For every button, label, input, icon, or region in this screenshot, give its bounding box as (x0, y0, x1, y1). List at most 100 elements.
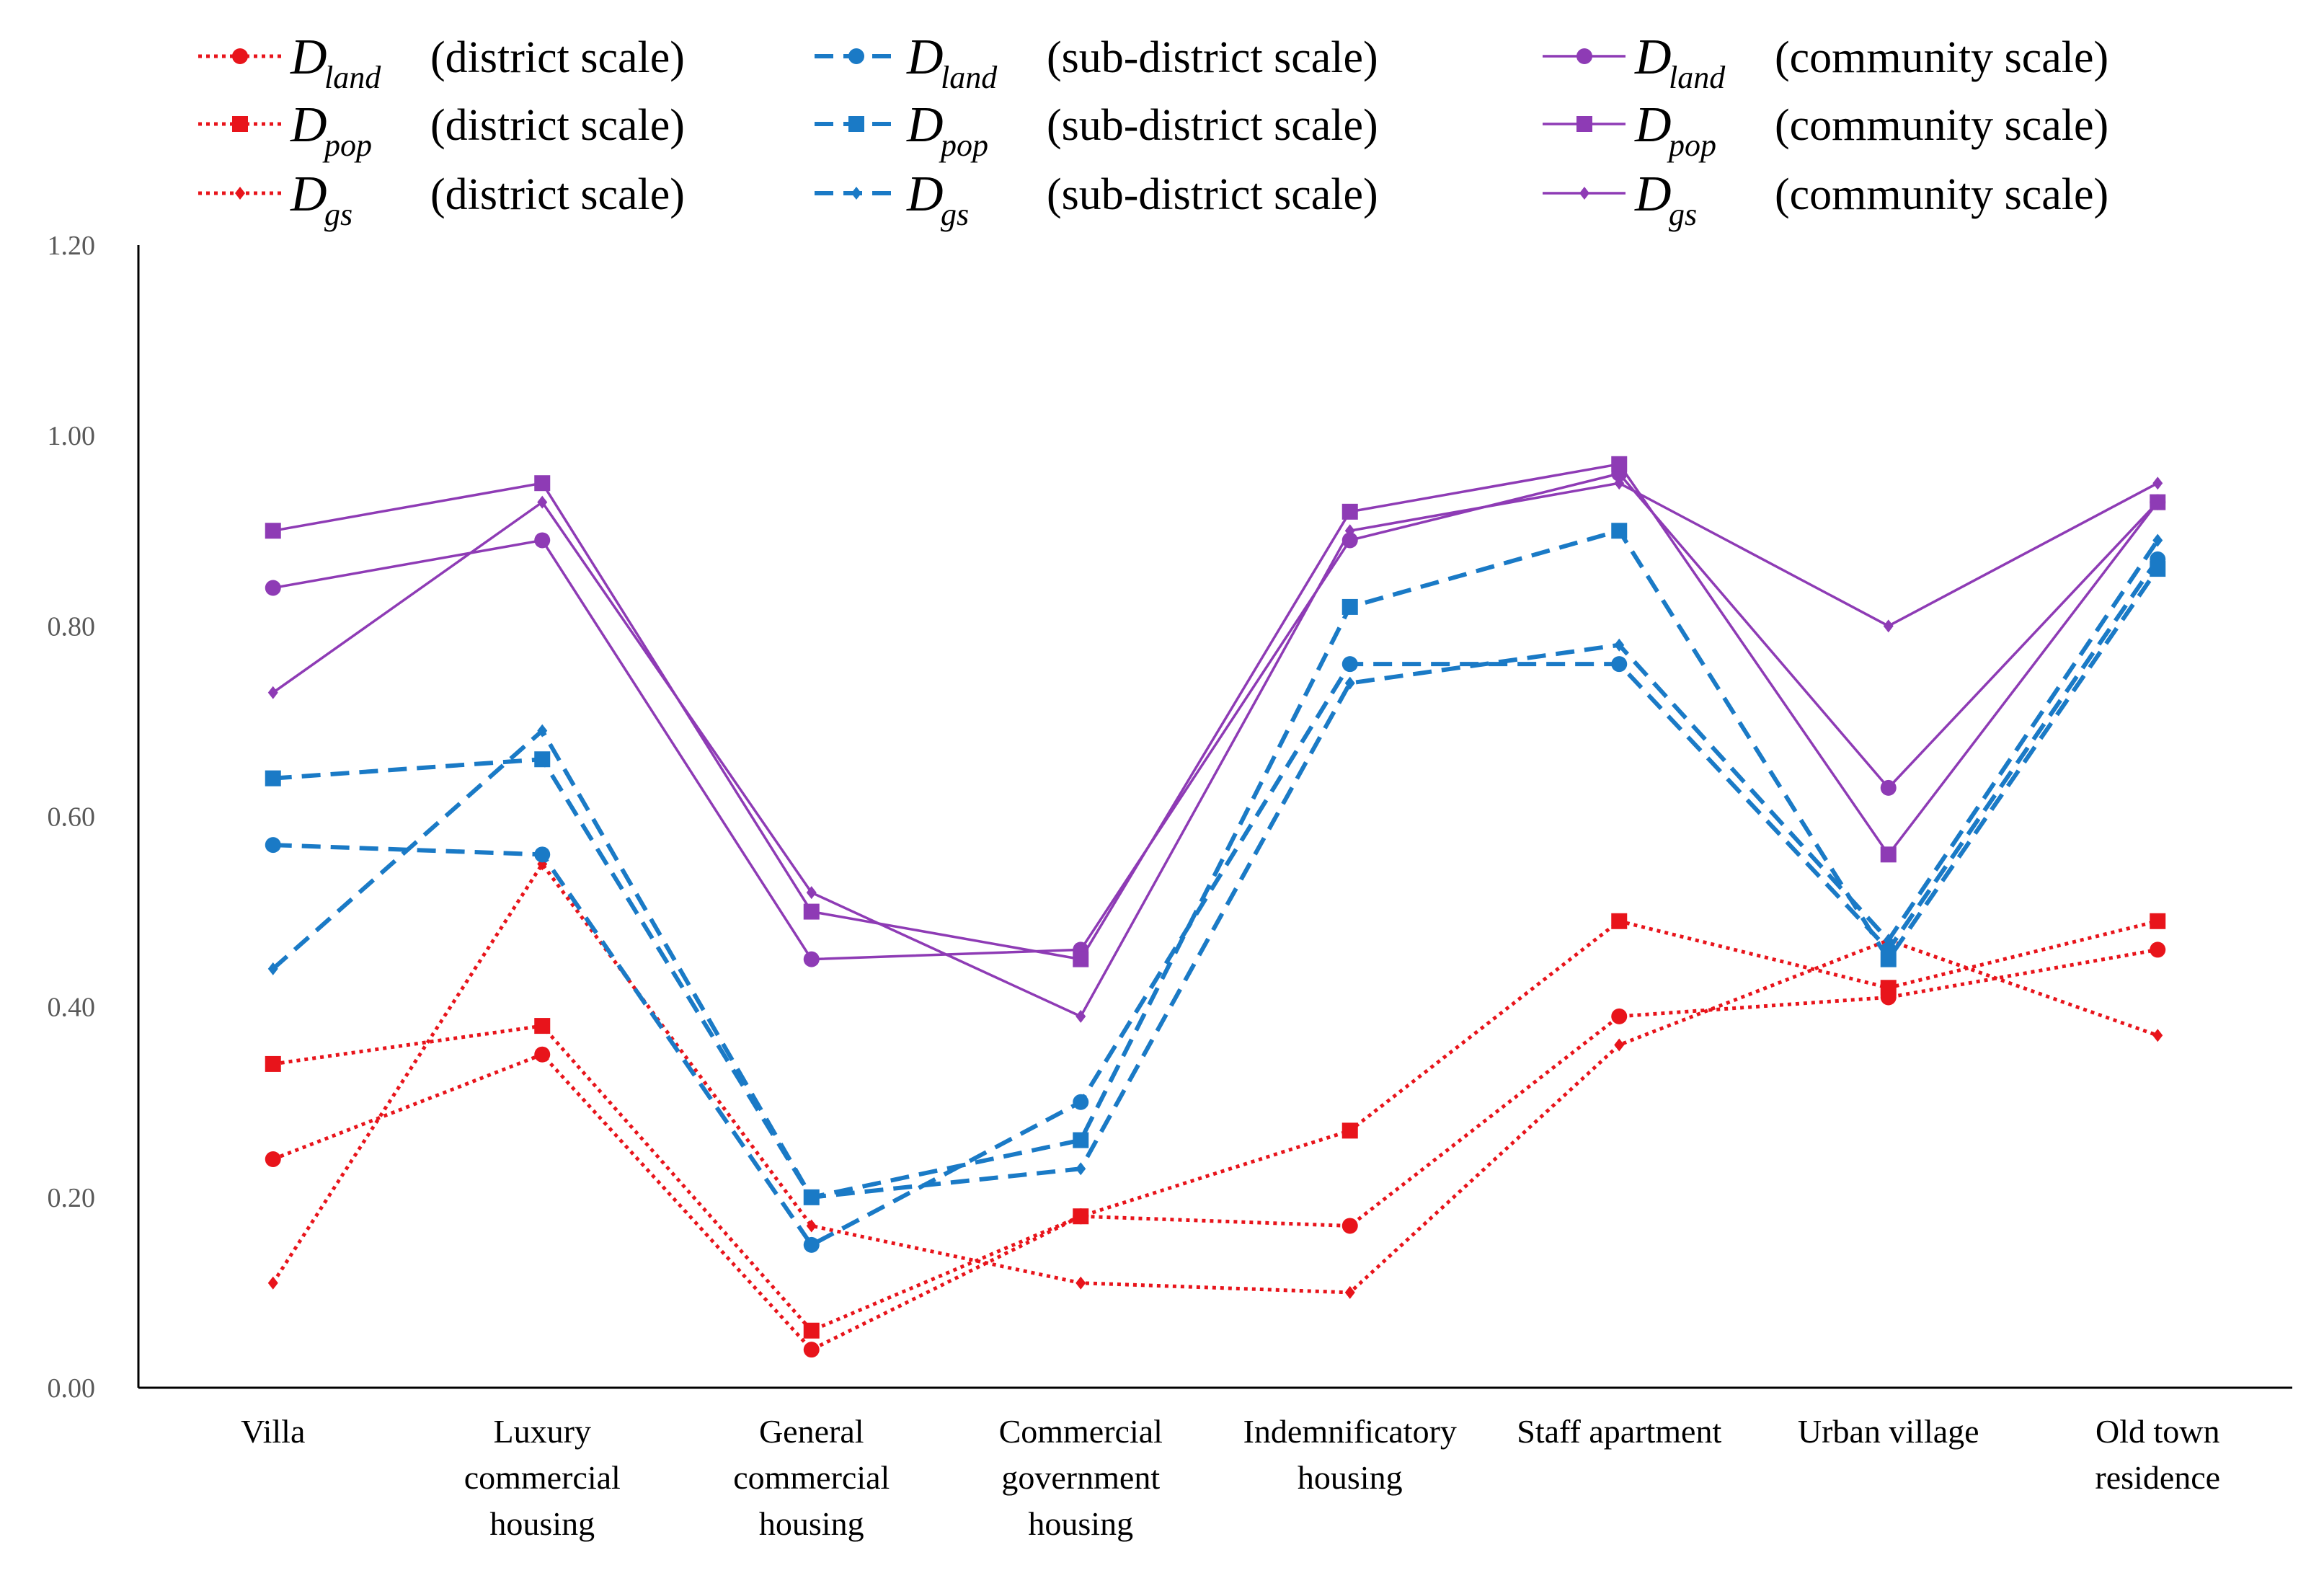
x-tick-label: Commercial government housing (999, 1413, 1163, 1542)
data-point (1075, 1162, 1086, 1176)
data-point (1341, 598, 1358, 615)
legend-variable: D (906, 167, 944, 222)
legend-subscript: gs (324, 197, 352, 232)
legend-subscript: pop (1667, 128, 1716, 163)
series-line (272, 947, 2158, 1352)
data-point (267, 686, 278, 699)
data-point (1073, 1208, 1089, 1225)
legend-marker (232, 48, 248, 64)
data-point (265, 770, 281, 786)
legend-subscript: land (1669, 60, 1726, 95)
x-tick-label: General commercial housing (733, 1413, 890, 1542)
data-point (537, 724, 548, 737)
legend-scale-label: (district scale) (430, 33, 685, 82)
data-point (2152, 477, 2163, 490)
legend-scale-label: (sub-district scale) (1047, 33, 1378, 82)
legend-marker (232, 116, 248, 132)
data-point (1883, 934, 1894, 947)
legend-variable: D (1634, 167, 1672, 222)
x-tick-label: Villa (241, 1413, 305, 1450)
data-point (1344, 1285, 1355, 1299)
legend-subscript: gs (941, 197, 969, 232)
y-tick-label: 1.00 (48, 421, 96, 451)
data-point (267, 962, 278, 975)
legend-subscript: land (941, 60, 998, 95)
series-line (271, 539, 2160, 1200)
data-point (1341, 1218, 1358, 1234)
data-point (1611, 913, 1628, 929)
data-point (2152, 1029, 2163, 1042)
data-point (806, 1219, 817, 1233)
data-point (2150, 494, 2166, 510)
legend-marker (235, 187, 245, 200)
x-tick-label: Urban village (1798, 1413, 1979, 1450)
series-line (271, 862, 2159, 1295)
y-tick-label: 0.60 (48, 802, 96, 833)
data-point (1614, 477, 1625, 490)
series-line (272, 528, 2160, 1200)
data-point (534, 1018, 551, 1034)
y-tick-label: 0.20 (48, 1183, 96, 1213)
legend-variable: D (290, 30, 327, 85)
legend-item: Dgs (community scale) (1543, 167, 2108, 232)
series-line (272, 472, 2159, 961)
data-point (1880, 951, 1897, 967)
legend-marker (1576, 116, 1592, 132)
data-point (803, 1322, 820, 1339)
data-point (1073, 951, 1089, 967)
legend-variable: D (290, 167, 327, 222)
series-land-dotted (265, 941, 2166, 1358)
legend-variable: D (906, 30, 944, 85)
data-point (1341, 1122, 1358, 1139)
data-point (1614, 638, 1625, 652)
data-point (1073, 1094, 1089, 1110)
legend-scale-label: (sub-district scale) (1047, 101, 1378, 150)
data-point (803, 951, 820, 967)
data-point (1344, 676, 1355, 690)
data-point (1880, 846, 1897, 863)
data-point (265, 1055, 281, 1072)
legend-item: Dgs (sub-district scale) (815, 167, 1378, 232)
data-point (265, 580, 281, 596)
data-point (803, 1236, 820, 1253)
series-gs-dashed (267, 533, 2163, 1204)
legend-variable: D (290, 97, 327, 153)
data-point (2152, 533, 2163, 547)
data-point (1075, 1009, 1086, 1023)
data-point (1073, 1132, 1089, 1148)
legend-marker (1576, 48, 1592, 64)
legend-marker (851, 187, 861, 200)
series-pop-dashed (265, 523, 2166, 1205)
x-tick-label: Indemnificatory housing (1243, 1413, 1457, 1496)
data-point (265, 523, 281, 539)
x-axis-labels: Villa Luxury commercial housing General comme… (241, 1413, 2220, 1542)
x-tick-label: Old town residence (2095, 1413, 2220, 1496)
legend-scale-label: (district scale) (430, 101, 685, 150)
data-point (534, 1046, 551, 1063)
data-point (1880, 779, 1897, 796)
legend-marker (848, 48, 864, 64)
data-point (1341, 503, 1358, 520)
data-point (1611, 523, 1628, 539)
series-gs-solid (267, 477, 2163, 1023)
y-tick-label: 0.80 (48, 611, 96, 642)
series-layer (265, 456, 2166, 1358)
legend-scale-label: (district scale) (430, 170, 685, 219)
chart-axes: 0.00 0.20 0.40 0.60 0.80 1.00 1.20 (48, 231, 2292, 1404)
series-land-solid (265, 466, 2166, 967)
legend-scale-label: (community scale) (1775, 33, 2108, 82)
y-tick-label: 0.00 (48, 1373, 96, 1404)
legend-scale-label: (sub-district scale) (1047, 170, 1378, 219)
data-point (1614, 1038, 1625, 1052)
data-point (1883, 619, 1894, 633)
series-line (272, 463, 2159, 961)
series-line (272, 558, 2160, 1247)
x-tick-label: Luxury commercial housing (464, 1413, 621, 1542)
data-point (1341, 656, 1358, 673)
series-line (272, 482, 2159, 1018)
